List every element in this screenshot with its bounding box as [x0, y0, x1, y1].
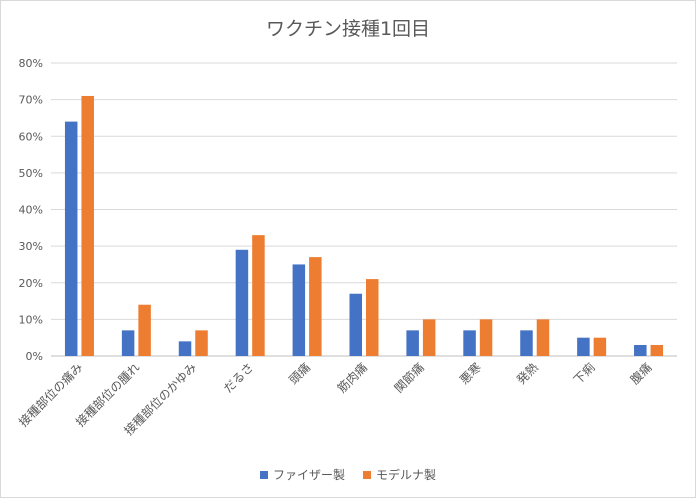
x-tick-label: 発熱: [514, 360, 541, 387]
bar-moderna: [536, 319, 550, 356]
gridlines: [51, 62, 677, 357]
bar-pfizer: [64, 121, 78, 356]
y-tick-label: 60%: [19, 130, 43, 143]
bar-pfizer: [121, 330, 135, 356]
x-tick-label: 下痢: [570, 360, 598, 388]
y-axis: 0% 10% 20% 30% 40% 50% 60% 70% 80%: [19, 57, 43, 363]
bar-moderna: [195, 330, 208, 356]
y-tick-label: 50%: [19, 167, 43, 180]
bar-moderna: [366, 279, 379, 356]
bar-moderna: [252, 235, 265, 356]
legend-item-pfizer: ファイザー製: [259, 466, 345, 483]
bar-moderna: [422, 319, 436, 356]
bar-pfizer: [634, 345, 647, 356]
y-tick-label: 10%: [19, 313, 43, 326]
bars: [64, 95, 664, 357]
legend-label-pfizer: ファイザー製: [272, 468, 345, 482]
bar-pfizer: [349, 293, 362, 356]
bar-pfizer: [577, 337, 590, 356]
bar-moderna: [138, 304, 151, 356]
bar-pfizer: [406, 330, 419, 356]
bar-pfizer: [235, 249, 249, 356]
legend: ファイザー製 モデルナ製: [0, 466, 696, 483]
x-tick-label: 腹痛: [627, 360, 655, 388]
bar-moderna: [593, 337, 607, 356]
x-tick-label: 筋肉痛: [334, 360, 370, 396]
x-tick-label: 悪寒: [456, 360, 484, 388]
y-tick-label: 40%: [19, 204, 43, 217]
y-tick-label: 80%: [19, 57, 43, 70]
bar-moderna: [81, 95, 94, 357]
bar-pfizer: [292, 264, 306, 356]
bar-pfizer: [520, 330, 533, 356]
y-tick-label: 0%: [26, 350, 43, 363]
x-tick-label: だるさ: [221, 360, 256, 395]
legend-swatch-moderna: [363, 470, 371, 479]
bar-pfizer: [463, 330, 476, 356]
legend-item-moderna: モデルナ製: [363, 466, 436, 483]
x-tick-label: 関節痛: [391, 360, 427, 396]
y-tick-label: 70%: [19, 94, 43, 107]
bar-pfizer: [178, 341, 192, 356]
bar-moderna: [309, 257, 322, 356]
x-axis: 接種部位の痛み接種部位の腫れ接種部位のかゆみ だるさ 頭痛 筋肉痛 関節痛 悪寒 発熱 下痢腹…: [16, 360, 655, 438]
y-tick-label: 30%: [19, 240, 43, 253]
bar-moderna: [479, 319, 493, 356]
legend-label-moderna: モデルナ製: [376, 468, 437, 482]
legend-swatch-pfizer: [259, 470, 268, 479]
chart-title: ワクチン接種1回目: [265, 18, 431, 40]
bar-moderna: [650, 345, 664, 356]
y-tick-label: 20%: [19, 277, 43, 290]
x-tick-label: 頭痛: [286, 360, 314, 388]
